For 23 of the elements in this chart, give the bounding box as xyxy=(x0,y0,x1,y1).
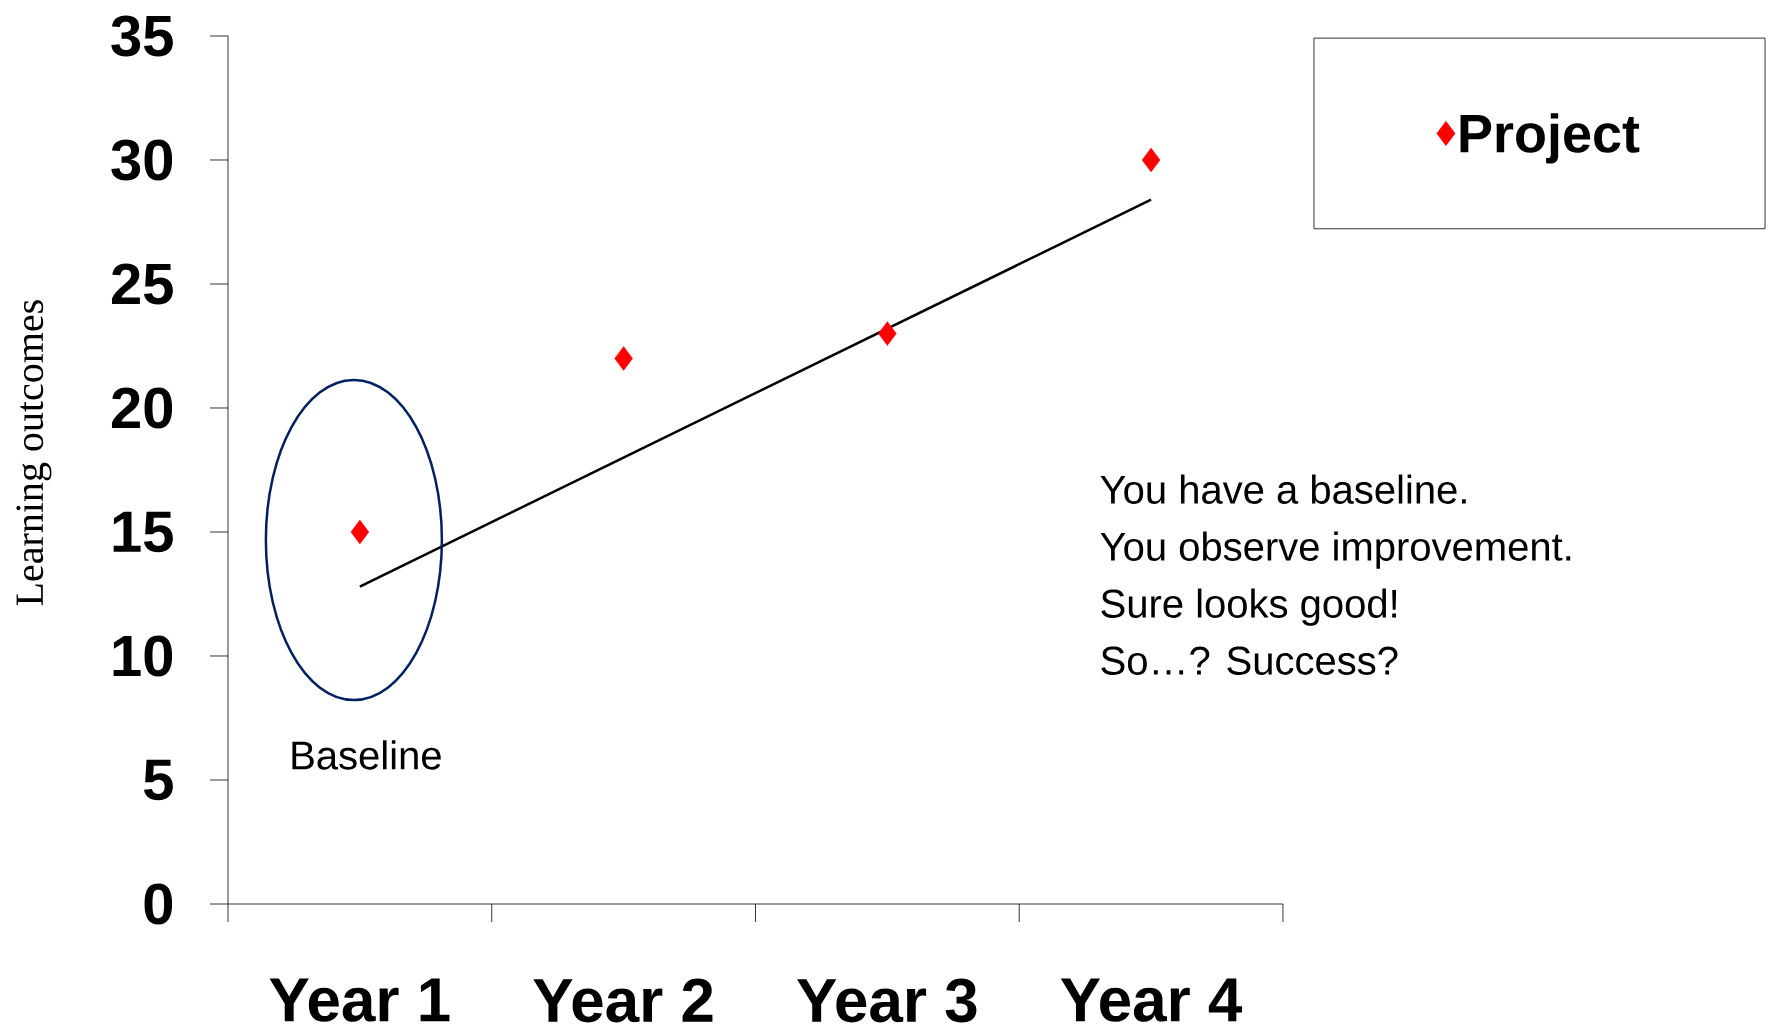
y-tick-label: 30 xyxy=(111,139,173,181)
point xyxy=(1141,147,1161,173)
annotation: You observe improvement. xyxy=(1100,531,1571,569)
x-tick-label: Year 2 xyxy=(533,978,713,1023)
annotation: So…? Success? xyxy=(1101,646,1398,675)
x-tick-label: Year 3 xyxy=(797,978,977,1023)
point xyxy=(878,321,897,346)
y-tick-label: 20 xyxy=(111,387,173,429)
y-axis-title: Learning outcomes xyxy=(16,300,52,606)
annotation: You have a baseline. xyxy=(1100,474,1466,504)
y-tick-label: 15 xyxy=(113,511,173,553)
point xyxy=(350,519,370,545)
y-tick-label: 35 xyxy=(111,15,173,57)
y-tick-label: 25 xyxy=(111,263,173,305)
legend-label: Project xyxy=(1460,113,1640,164)
annotation: Sure looks good! xyxy=(1101,588,1397,626)
x-tick-label: Year 4 xyxy=(1060,978,1243,1022)
annotation: Baseline xyxy=(292,740,441,770)
y-tick-label: 5 xyxy=(144,759,173,801)
y-tick-label: 10 xyxy=(113,635,173,677)
point xyxy=(614,346,633,371)
x-tick-label: Year 1 xyxy=(269,978,450,1022)
y-tick-label: 0 xyxy=(144,883,173,925)
